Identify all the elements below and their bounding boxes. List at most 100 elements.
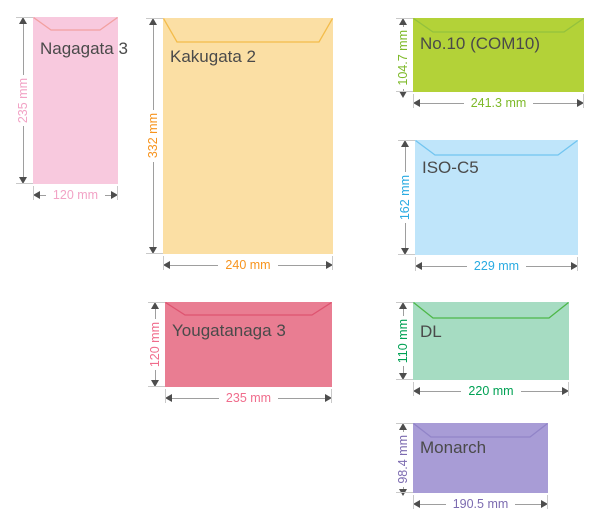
dimension-line [152,161,154,247]
no10-com10-height-label: 104.7 mm [395,30,410,86]
kakugata-2-label: Kakugata 2 [170,47,257,66]
extension-tick [583,94,584,108]
dimension-line [22,24,24,75]
arrow-right-icon [562,387,569,395]
dimension-line [422,265,467,267]
nagagata-3-width-label: 120 mm [52,187,99,202]
nagagata-3-flap [33,17,118,31]
dimension-line [402,430,404,432]
yougatanaga-3-height-label: 120 mm [147,321,162,368]
monarch-height-dimension: 98.4 mm [395,423,411,496]
nagagata-3-label: Nagagata 3 [40,39,128,58]
extension-tick [146,253,163,254]
extension-tick [163,256,164,270]
iso-c5-envelope: ISO-C5 [415,140,578,255]
arrow-down-icon [149,247,157,254]
nagagata-3-envelope: Nagagata 3 [33,17,128,184]
dimension-line [420,390,462,392]
monarch-group: 98.4 mm Monarch 190.5 mm [391,423,548,515]
dl-height-label: 110 mm [395,318,410,364]
monarch-width-dimension: 190.5 mm [413,496,548,512]
arrow-down-icon [399,90,407,98]
dimension-line [170,264,219,266]
extension-tick [396,492,413,493]
no10-com10-label: No.10 (COM10) [420,34,540,53]
extension-tick [415,257,416,271]
arrow-up-icon [19,17,27,24]
dimension-line [402,486,404,489]
iso-c5-height-label: 162 mm [397,174,412,221]
no10-com10-envelope: No.10 (COM10) [413,18,584,92]
extension-tick [398,254,415,255]
dimension-line [277,264,326,266]
arrow-right-icon [111,191,118,199]
extension-tick [396,423,413,424]
iso-c5-width-dimension: 229 mm [415,258,578,274]
iso-c5-height-dimension: 162 mm [397,140,413,255]
dimension-line [520,390,562,392]
yougatanaga-3-group: 120 mm Yougatanaga 3 235 mm [143,302,332,409]
kakugata-2-flap [163,18,333,43]
extension-tick [117,186,118,200]
nagagata-3-height-label: 235 mm [15,77,30,124]
nagagata-3-height-dimension: 235 mm [15,17,31,184]
arrow-right-icon [571,262,578,270]
dimension-line [402,309,404,316]
nagagata-3-width-dimension: 120 mm [33,187,118,203]
dl-group: 110 mm DL 220 mm [391,302,569,402]
extension-tick [547,495,548,509]
arrow-left-icon [413,99,420,107]
arrow-left-icon [165,394,172,402]
extension-tick [148,302,165,303]
arrow-right-icon [541,500,548,508]
dimension-line [402,366,404,374]
dimension-line [278,397,325,399]
arrow-left-icon [163,261,170,269]
extension-tick [331,389,332,403]
no10-com10-group: 104.7 mm No.10 (COM10) 241.3 mm [391,18,584,114]
extension-tick [413,382,414,396]
dimension-line [404,147,406,172]
monarch-height-label: 98.4 mm [395,435,410,484]
iso-c5-group: 162 mm ISO-C5 229 mm [393,140,578,277]
kakugata-2-height-label: 332 mm [145,113,160,159]
yougatanaga-3-height-dimension: 120 mm [147,302,163,387]
iso-c5-width-label: 229 mm [473,258,520,273]
arrow-down-icon [399,373,407,381]
arrow-down-icon [401,248,409,255]
arrow-down-icon [151,380,159,387]
yougatanaga-3-width-label: 235 mm [225,390,272,405]
extension-tick [413,94,414,108]
dimension-line [154,309,156,319]
extension-tick [16,183,33,184]
iso-c5-flap [415,140,578,156]
arrow-down-icon [19,177,27,184]
extension-tick [396,18,413,19]
monarch-envelope: Monarch [413,423,548,493]
dimension-line [40,194,46,196]
extension-tick [398,140,415,141]
dimension-line [402,88,404,91]
dl-width-dimension: 220 mm [413,383,569,399]
arrow-left-icon [413,387,420,395]
arrow-up-icon [401,140,409,147]
extension-tick [16,17,33,18]
arrow-up-icon [399,18,407,25]
kakugata-2-group: 332 mm Kakugata 2 240 mm [141,18,333,276]
no10-com10-width-dimension: 241.3 mm [413,95,584,111]
dimension-line [420,102,464,104]
dimension-line [533,102,577,104]
no10-com10-width-label: 241.3 mm [470,95,527,110]
dl-height-dimension: 110 mm [395,302,411,381]
iso-c5-label: ISO-C5 [422,158,479,177]
dimension-line [526,265,571,267]
extension-tick [146,18,163,19]
dimension-line [22,126,24,177]
monarch-width-label: 190.5 mm [452,496,509,511]
yougatanaga-3-width-dimension: 235 mm [165,390,332,406]
arrow-left-icon [413,500,420,508]
kakugata-2-envelope: Kakugata 2 [163,18,333,254]
arrow-up-icon [149,18,157,25]
arrow-right-icon [577,99,584,107]
